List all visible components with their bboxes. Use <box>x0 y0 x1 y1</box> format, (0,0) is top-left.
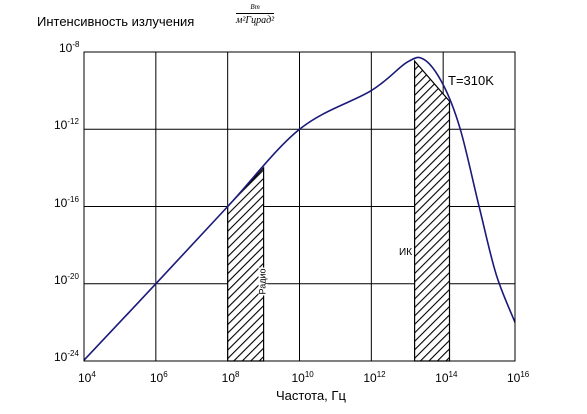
x-tick-label: 1014 <box>435 370 458 385</box>
x-tick-label: 1016 <box>507 370 530 385</box>
x-axis-label: Частота, Гц <box>276 388 346 403</box>
radio-band <box>227 166 265 362</box>
x-tick-label: 1010 <box>291 370 314 385</box>
curve <box>83 56 516 361</box>
y-tick-label: 10-20 <box>54 271 79 287</box>
x-tick-label: 1012 <box>363 370 386 385</box>
unit-numerator: Вт <box>236 4 275 14</box>
ir-band <box>414 59 451 362</box>
intensity-curve <box>83 56 516 361</box>
x-tick-label: 108 <box>221 370 240 385</box>
y-tick-label: 10-8 <box>59 40 80 55</box>
y-tick-label: 10-24 <box>54 349 79 364</box>
unit-denominator: м²Гцрад² <box>236 15 275 26</box>
ir-band-label: ИК <box>398 247 414 258</box>
y-axis-label: Интенсивность излучения <box>37 14 195 29</box>
y-tick-label: 10-16 <box>54 194 79 210</box>
x-tick-label: 106 <box>149 370 168 385</box>
plot-frame <box>83 51 516 362</box>
temperature-annotation: T=310K <box>448 73 494 88</box>
y-tick-label: 10-12 <box>54 117 79 133</box>
x-tick-label: 104 <box>78 370 96 385</box>
bands <box>227 59 451 362</box>
y-axis-unit: Вт м²Гцрад² <box>236 4 275 26</box>
radio-band-label: Радио <box>257 267 268 296</box>
